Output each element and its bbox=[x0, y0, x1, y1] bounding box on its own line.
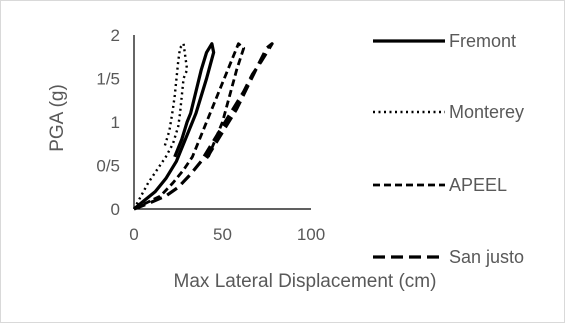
y-tick-label: 1 bbox=[111, 113, 120, 132]
y-tick-label: 1/5 bbox=[96, 70, 120, 89]
legend-label: APEEL bbox=[449, 175, 507, 195]
y-tick-label: 0/5 bbox=[96, 157, 120, 176]
series-line-san-justo bbox=[133, 42, 274, 211]
axes-layer bbox=[133, 35, 311, 210]
legend-label: Monterey bbox=[449, 102, 524, 122]
legend: Fremont Monterey APEEL San justo bbox=[373, 31, 524, 267]
y-tick-label: 2 bbox=[111, 26, 120, 45]
y-tick-label: 0 bbox=[111, 200, 120, 219]
y-axis-title: PGA (g) bbox=[47, 84, 68, 152]
series-layer bbox=[132, 42, 274, 211]
series-line-fremont bbox=[132, 42, 216, 211]
x-tick-label: 0 bbox=[129, 225, 138, 244]
tick-labels: 0 50 100 0 0/5 1 1/5 2 bbox=[96, 26, 325, 244]
x-tick-label: 50 bbox=[213, 225, 232, 244]
series-line-apeel bbox=[133, 42, 246, 211]
x-tick-label: 100 bbox=[297, 225, 325, 244]
x-axis-title: Max Lateral Displacement (cm) bbox=[174, 271, 437, 292]
legend-label: Fremont bbox=[449, 31, 516, 51]
legend-label: San justo bbox=[449, 247, 524, 267]
